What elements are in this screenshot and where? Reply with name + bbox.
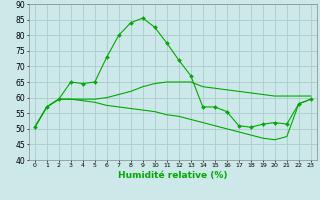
- X-axis label: Humidité relative (%): Humidité relative (%): [118, 171, 228, 180]
